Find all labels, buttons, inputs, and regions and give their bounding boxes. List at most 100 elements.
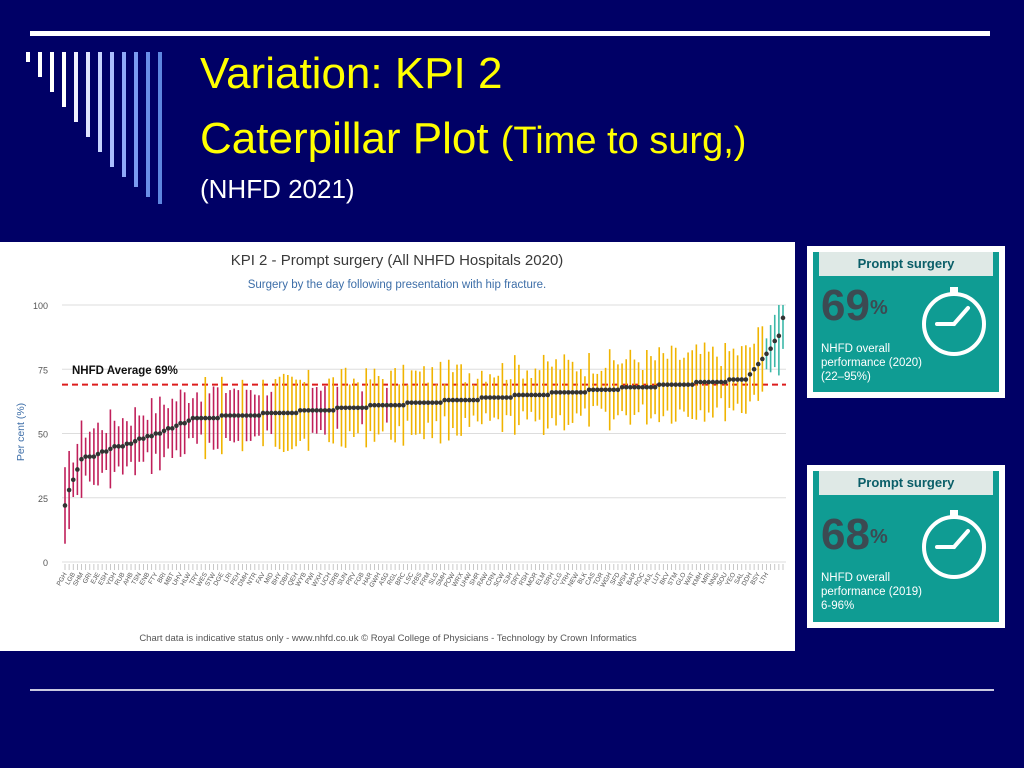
hospital-point [731, 377, 736, 382]
y-tick-label: 25 [38, 494, 48, 504]
hospital-point [417, 400, 423, 405]
hospital-point [211, 415, 216, 421]
hospital-point [165, 426, 171, 431]
hospital-point [368, 402, 373, 408]
clock-icon [922, 287, 986, 356]
hospital-point [297, 408, 303, 413]
hospital-point [343, 405, 348, 411]
hospital-point [533, 392, 538, 398]
hospital-point [120, 444, 126, 449]
kpi-card-2019: Prompt surgery 68% NHFD overall performa… [807, 465, 1005, 628]
hospital-point [248, 413, 253, 418]
hospital-point [186, 418, 192, 423]
hospital-point [438, 400, 443, 405]
card-value-unit: % [869, 526, 888, 548]
hospital-point [124, 441, 130, 447]
caterpillar-chart-panel: KPI 2 - Prompt surgery (All NHFD Hospita… [0, 242, 795, 651]
hospital-point [512, 392, 518, 398]
hospital-point [545, 392, 551, 398]
card-value: 68% [821, 513, 888, 557]
hospital-point [79, 456, 84, 462]
hospital-point [491, 395, 497, 400]
hospital-point [99, 449, 105, 454]
hospital-point [735, 377, 740, 382]
card-desc-line3: 6-96% [821, 600, 855, 612]
hospital-point [376, 402, 381, 408]
hospital-point [743, 377, 749, 382]
hospital-point [578, 390, 584, 395]
hospital-point [87, 454, 93, 459]
hospital-point [623, 384, 629, 390]
hospital-point [153, 431, 159, 436]
x-tick-label: LRI [223, 571, 234, 583]
hospital-points [62, 315, 786, 508]
hospital-point [434, 400, 439, 405]
hospital-point [223, 413, 229, 418]
hospital-point [467, 397, 472, 403]
hospital-point [174, 423, 179, 429]
hospital-point [570, 390, 575, 395]
hospital-point [83, 454, 88, 459]
hospital-point [537, 392, 542, 398]
hospital-point [607, 387, 612, 393]
hospital-point [405, 400, 410, 405]
card-desc-line1: NHFD overall [821, 572, 891, 584]
hospital-point [70, 477, 76, 483]
hospital-point [524, 392, 530, 398]
subtitle-main: Caterpillar Plot [200, 114, 501, 163]
hospital-point [359, 405, 365, 411]
hospital-point [91, 454, 97, 459]
card-value: 69% [821, 284, 888, 328]
hospital-point [198, 415, 204, 421]
hospital-point [768, 346, 773, 351]
hospital-point [722, 379, 728, 385]
hospital-point [520, 392, 526, 398]
y-tick-label: 50 [38, 430, 48, 440]
hospital-point [632, 384, 637, 390]
hospital-point [347, 405, 353, 411]
hospital-point [149, 433, 154, 439]
kpi-card-2020: Prompt surgery 69% NHFD overall performa… [807, 246, 1005, 398]
hospital-point [169, 426, 175, 431]
hospital-point [351, 405, 357, 411]
hospital-point [640, 384, 646, 390]
card-description: NHFD overall performance (2020) (22–95%) [821, 342, 941, 384]
y-tick-labels: 0 25 50 75 100 [33, 301, 48, 568]
hospital-point [483, 395, 489, 400]
hospital-point [240, 413, 245, 418]
hospital-point [157, 431, 163, 436]
hospital-point [772, 338, 778, 344]
hospital-point [285, 410, 291, 416]
hospital-point [549, 390, 555, 395]
hospital-point [326, 408, 332, 413]
hospital-point [479, 395, 485, 400]
hospital-point [409, 400, 414, 405]
hospital-point [145, 433, 150, 439]
hospital-point [500, 395, 505, 400]
hospital-point [446, 397, 452, 403]
card-desc-line1: NHFD overall [821, 343, 891, 355]
hospital-point [75, 467, 80, 472]
hospital-point [698, 379, 703, 385]
hospital-point [318, 408, 324, 413]
hospital-point [727, 377, 732, 382]
hospital-point [450, 397, 456, 403]
hospital-point [495, 395, 501, 400]
hospital-point [182, 420, 187, 426]
card-description: NHFD overall performance (2019) 6-96% [821, 571, 941, 613]
confidence-intervals [64, 305, 784, 544]
hospital-point [454, 397, 460, 403]
x-tick-label: BRI [156, 571, 168, 584]
hospital-point [132, 438, 138, 444]
card-desc-line2: performance (2019) [821, 586, 922, 598]
y-axis-label: Per cent (%) [15, 403, 27, 461]
hospital-point [293, 410, 299, 416]
slide-source: (NHFD 2021) [200, 174, 355, 204]
hospital-point [396, 402, 402, 408]
clock-icon [922, 510, 986, 579]
hospital-point [108, 446, 113, 452]
x-tick-marks [64, 564, 784, 570]
hospital-point [648, 384, 654, 390]
hospital-point [116, 444, 121, 449]
hospital-point [582, 390, 588, 395]
